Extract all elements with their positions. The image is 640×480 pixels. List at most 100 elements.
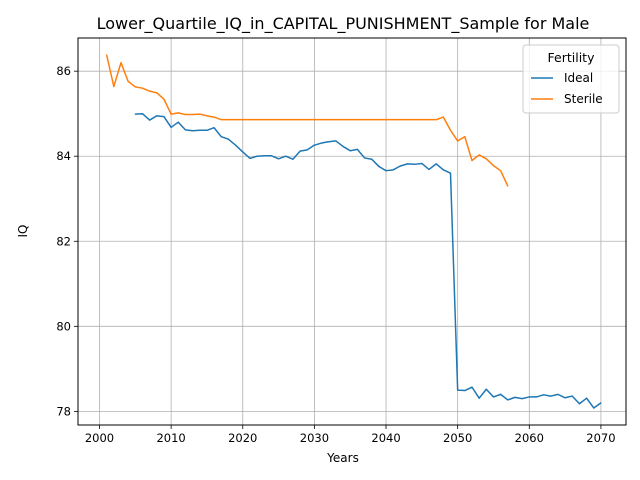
data-point-ideal (543, 394, 545, 396)
data-point-sterile (342, 119, 344, 121)
x-tick-label: 2030 (300, 431, 329, 445)
data-point-ideal (320, 142, 323, 144)
data-point-ideal (378, 165, 380, 168)
data-point-sterile (385, 119, 387, 121)
data-point-sterile (406, 119, 409, 121)
x-tick-label: 2050 (443, 431, 472, 445)
x-tick-label: 2020 (228, 431, 257, 445)
data-point-ideal (306, 149, 308, 151)
data-point-ideal (471, 386, 473, 388)
legend-items: Ideal Sterile (531, 71, 603, 106)
data-point-sterile (335, 119, 337, 121)
data-point-ideal (449, 172, 452, 174)
data-point-ideal (371, 158, 373, 160)
data-point-ideal (256, 155, 258, 157)
data-point-ideal (392, 169, 394, 171)
data-point-ideal (435, 163, 437, 165)
data-point-ideal (535, 396, 538, 398)
data-point-sterile (249, 119, 251, 121)
x-tick-label: 2060 (515, 431, 544, 445)
legend-label-sterile: Sterile (564, 92, 603, 106)
data-point-sterile (492, 164, 495, 167)
data-point-sterile (106, 54, 108, 56)
data-point-sterile (428, 119, 430, 121)
data-point-ideal (557, 393, 559, 395)
data-point-sterile (464, 136, 466, 138)
data-point-sterile (141, 87, 144, 89)
data-point-sterile (349, 119, 351, 121)
data-point-sterile (421, 119, 423, 121)
data-point-sterile (449, 129, 452, 131)
data-point-sterile (313, 119, 315, 121)
data-point-ideal (593, 407, 595, 409)
data-point-ideal (277, 158, 280, 160)
series-line-ideal (135, 112, 602, 409)
data-point-sterile (285, 119, 287, 121)
data-point-sterile (292, 119, 294, 121)
data-point-sterile (270, 119, 273, 121)
data-point-ideal (528, 396, 530, 398)
data-point-ideal (141, 113, 144, 115)
data-point-ideal (177, 121, 179, 123)
data-point-ideal (492, 396, 495, 398)
y-tick-label: 80 (56, 319, 71, 333)
data-point-ideal (342, 145, 344, 148)
data-point-sterile (471, 159, 473, 162)
data-point-ideal (550, 395, 552, 397)
data-point-sterile (277, 119, 280, 121)
data-point-sterile (507, 185, 509, 187)
data-point-ideal (507, 399, 509, 401)
data-point-sterile (435, 119, 437, 121)
y-tick-label: 86 (56, 64, 71, 78)
data-point-ideal (242, 151, 244, 153)
data-point-sterile (192, 113, 194, 116)
data-point-sterile (170, 113, 172, 115)
data-point-ideal (428, 168, 430, 171)
data-point-ideal (184, 129, 187, 131)
data-point-ideal (514, 396, 516, 398)
chart-title: Lower_Quartile_IQ_in_CAPITAL_PUNISHMENT_… (97, 14, 590, 34)
data-point-sterile (206, 115, 208, 117)
data-point-ideal (134, 113, 136, 115)
data-point-sterile (234, 119, 237, 121)
data-point-sterile (356, 119, 358, 121)
data-point-ideal (270, 155, 273, 157)
y-axis-label: IQ (16, 225, 30, 238)
plot-frame (77, 37, 627, 426)
data-point-sterile (213, 116, 215, 118)
data-point-ideal (328, 141, 330, 143)
data-point-sterile (414, 119, 416, 121)
y-tick-label: 78 (56, 404, 71, 418)
data-point-sterile (320, 119, 323, 121)
y-tick-label: 82 (56, 234, 71, 248)
data-point-sterile (227, 119, 230, 121)
data-point-sterile (149, 90, 151, 92)
data-point-sterile (328, 119, 330, 121)
data-point-sterile (306, 119, 308, 121)
data-point-sterile (378, 119, 380, 121)
x-tick-label: 2070 (586, 431, 615, 445)
data-point-ideal (586, 397, 588, 399)
data-point-ideal (399, 165, 401, 167)
data-point-ideal (464, 389, 466, 392)
data-point-ideal (249, 157, 251, 159)
data-point-ideal (385, 170, 387, 172)
data-point-sterile (478, 154, 480, 156)
data-point-ideal (227, 138, 230, 140)
data-point-sterile (113, 85, 115, 88)
data-point-sterile (442, 116, 444, 118)
legend-box (522, 44, 620, 114)
data-point-ideal (356, 148, 358, 151)
data-point-ideal (485, 388, 487, 390)
legend: Fertility Ideal Sterile (522, 44, 620, 114)
data-point-ideal (349, 150, 351, 152)
data-point-sterile (127, 80, 129, 82)
y-axis-ticks: 78 80 82 84 86 (56, 64, 78, 418)
x-tick-label: 2000 (85, 431, 114, 445)
series-lines (105, 54, 602, 409)
data-point-sterile (299, 119, 301, 121)
data-point-ideal (500, 393, 502, 395)
data-point-ideal (263, 155, 265, 157)
data-point-ideal (192, 130, 194, 132)
